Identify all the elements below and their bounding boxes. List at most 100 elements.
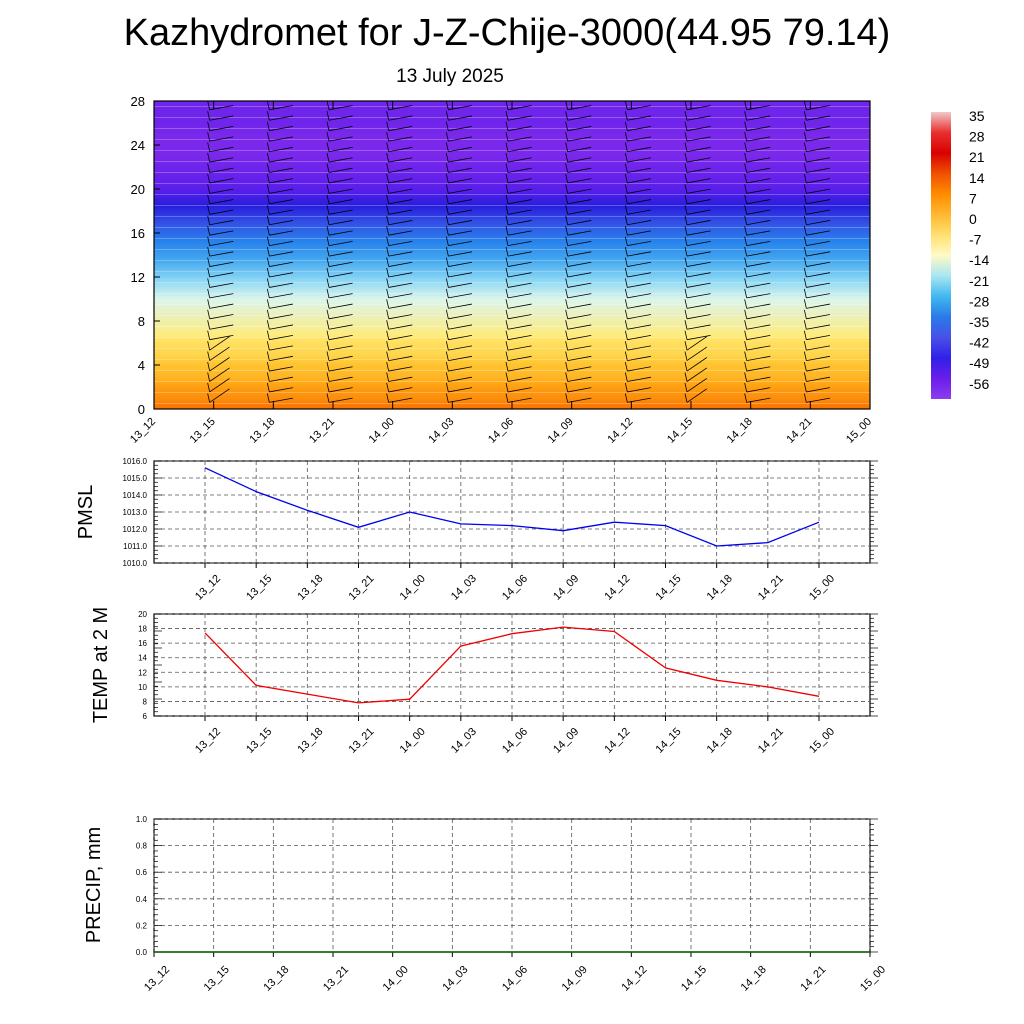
- wind-barb-shaft: [507, 387, 532, 393]
- wind-barb-shaft: [507, 146, 532, 152]
- wind-barb-shaft: [328, 251, 353, 257]
- wind-barb-flag: [744, 152, 748, 163]
- wind-barb-shaft: [209, 357, 230, 372]
- wind-barb-shaft: [806, 220, 831, 226]
- temperature-band: [154, 190, 870, 194]
- wind-barb-shaft: [806, 209, 831, 215]
- wind-barb-flag: [684, 121, 688, 131]
- wind-barb-flag: [684, 351, 688, 361]
- wind-barb-flag: [505, 393, 509, 403]
- wind-barb-flag: [565, 101, 569, 110]
- wind-barb-shaft: [567, 314, 592, 320]
- temperature-band: [154, 199, 870, 203]
- wind-barb-flag: [326, 101, 330, 110]
- temperature-band: [154, 395, 870, 399]
- wind-barb-shaft: [388, 199, 413, 205]
- wind-barb-flag: [565, 361, 569, 372]
- temperature-band: [154, 344, 870, 348]
- wind-barb-flag: [207, 288, 211, 298]
- wind-barb-shaft: [507, 366, 532, 372]
- wind-barb-flag: [803, 205, 807, 215]
- temp-y-axis: 6 8 10 12 14 16 18 20: [138, 610, 147, 721]
- wind-barb-flag: [326, 194, 330, 204]
- wind-barb-shaft: [806, 126, 831, 132]
- wind-barb-flag: [565, 132, 569, 142]
- wind-barb-shaft: [269, 105, 294, 111]
- wind-barb-shaft: [388, 272, 413, 278]
- wind-barb-shaft: [507, 355, 532, 361]
- wind-barb-flag: [505, 142, 509, 152]
- wind-barb-shaft: [388, 146, 413, 152]
- wind-barb-shaft: [806, 199, 831, 205]
- wind-barb-flag: [326, 152, 330, 163]
- wind-barb-flag: [744, 341, 748, 351]
- wind-barb-flag: [565, 142, 569, 152]
- wind-barb-flag: [744, 361, 748, 372]
- wind-barb-flag: [207, 236, 211, 246]
- wind-barb-shaft: [507, 240, 532, 247]
- temperature-band: [154, 129, 870, 133]
- wind-barb-flag: [803, 299, 807, 309]
- wind-barb-flag: [624, 205, 628, 215]
- wind-barb-shaft: [269, 314, 294, 320]
- wind-barb-flag: [386, 184, 390, 194]
- x-tick-label: 13_15: [202, 964, 232, 994]
- wind-barb-shaft: [746, 251, 771, 257]
- x-tick-label: 13_21: [347, 573, 377, 603]
- wind-barb-shaft: [806, 251, 831, 257]
- wind-barb-shaft: [269, 345, 294, 351]
- wind-barb-shaft: [507, 303, 532, 309]
- wind-barb-shaft: [567, 251, 592, 257]
- wind-barb-flag: [386, 320, 390, 330]
- y-tick-label: 1012.0: [123, 525, 148, 534]
- wind-barb-shaft: [806, 293, 831, 299]
- temperature-band: [154, 111, 870, 115]
- wind-barb-shaft: [507, 335, 532, 341]
- colorbar-label: 21: [969, 149, 985, 165]
- temperature-band: [154, 230, 870, 234]
- wind-barb-flag: [624, 226, 628, 236]
- wind-barb-flag: [684, 163, 688, 173]
- wind-barb-shaft: [806, 314, 831, 320]
- x-tick-label: 14_00: [398, 573, 428, 603]
- series-line: [204, 626, 820, 704]
- wind-barb-flag: [624, 278, 628, 288]
- wind-barb-flag: [624, 341, 628, 351]
- wind-barb-flag: [565, 351, 569, 361]
- wind-barb-flag: [624, 299, 628, 309]
- wind-barb-flag: [266, 121, 270, 131]
- wind-barb-shaft: [269, 282, 294, 288]
- wind-barb-flag: [266, 267, 270, 278]
- wind-barb-shaft: [388, 220, 413, 226]
- wind-barb-shaft: [686, 388, 708, 403]
- wind-barb-shaft: [448, 387, 473, 393]
- temperature-band: [154, 346, 870, 349]
- wind-barb-shaft: [448, 199, 473, 205]
- wind-barb-shaft: [746, 199, 771, 205]
- wind-barb-shaft: [746, 324, 771, 330]
- wind-barb-shaft: [209, 209, 234, 215]
- precip-minor-ticks: [154, 818, 878, 953]
- wind-barb-shaft: [627, 105, 652, 111]
- wind-barb-flag: [744, 236, 748, 246]
- wind-barb-shaft: [269, 366, 294, 372]
- wind-barb-shaft: [328, 376, 353, 382]
- wind-barb-flag: [326, 361, 330, 372]
- wind-barb-flag: [505, 278, 509, 288]
- series-line: [204, 467, 820, 547]
- wind-barb-shaft: [448, 261, 473, 267]
- wind-barb-flag: [624, 257, 628, 267]
- wind-barb-flag: [505, 194, 509, 204]
- wind-barb-flag: [624, 247, 628, 257]
- wind-barb-shaft: [507, 209, 532, 215]
- precip-x-axis: 13_12 13_15 13_18 13_21 14_00 14_03 14_06 14_09…: [142, 952, 888, 994]
- wind-barb-shaft: [806, 387, 831, 393]
- temperature-band: [154, 173, 870, 177]
- wind-barb-flag: [445, 393, 449, 403]
- temp-ylabel: TEMP at 2 M: [90, 607, 112, 723]
- temperature-band: [154, 261, 870, 265]
- temperature-band: [154, 183, 870, 186]
- temperature-band: [154, 399, 870, 403]
- wind-barb-shaft: [507, 167, 532, 173]
- heatmap-x-tick-label: 14_09: [546, 416, 576, 446]
